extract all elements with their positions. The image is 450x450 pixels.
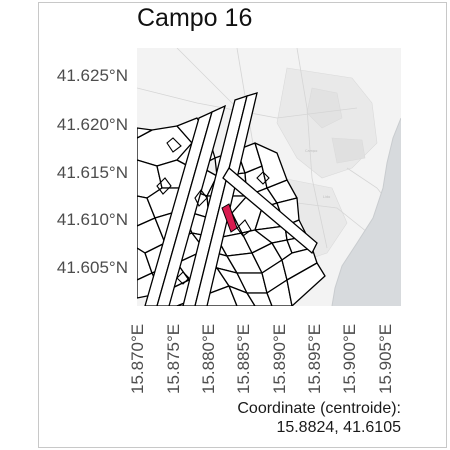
- x-tick-label: 15.905°E: [376, 323, 395, 394]
- y-tick-label: 41.625°N: [56, 66, 128, 85]
- x-tick-label: 15.900°E: [340, 323, 359, 394]
- map-canvas[interactable]: Campo Lido: [137, 48, 401, 306]
- centroid-label: Coordinate (centroide):: [237, 400, 401, 417]
- basemap-labels: Campo Lido: [305, 149, 330, 199]
- coastline: [331, 117, 401, 306]
- x-tick-label: 15.885°E: [234, 323, 253, 394]
- highlighted-parcel-campo-16[interactable]: [221, 203, 238, 233]
- x-tick-label: 15.890°E: [270, 323, 289, 394]
- y-tick-label: 41.620°N: [56, 115, 128, 134]
- sea-area: [332, 118, 401, 306]
- y-tick-label: 41.605°N: [56, 258, 128, 277]
- x-tick-label: 15.875°E: [164, 323, 183, 394]
- parcel-small-details: [156, 137, 270, 285]
- y-tick-label: 41.615°N: [56, 163, 128, 182]
- y-tick-label: 41.610°N: [56, 210, 128, 229]
- x-tick-label: 15.880°E: [199, 323, 218, 394]
- x-tick-label: 15.870°E: [128, 323, 147, 394]
- centroid-value: 15.8824, 41.6105: [276, 419, 401, 436]
- centroid-caption: Coordinate (centroide): 15.8824, 41.6105: [237, 399, 401, 437]
- svg-text:Campo: Campo: [305, 149, 317, 153]
- road-strips: [144, 92, 318, 306]
- svg-text:Lido: Lido: [323, 195, 330, 199]
- map-title: Campo 16: [137, 4, 253, 32]
- x-tick-label: 15.895°E: [305, 323, 324, 394]
